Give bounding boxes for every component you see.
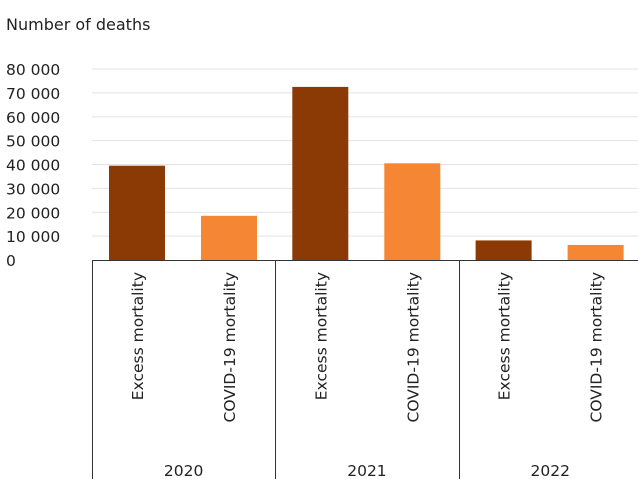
category-label: Excess mortality xyxy=(496,272,514,400)
y-axis-ticks: 0 10 000 20 000 30 000 40 000 50 000 60 000 70 … xyxy=(6,61,60,270)
bar xyxy=(567,244,624,260)
group-label: 2021 xyxy=(347,462,386,479)
group-label: 2020 xyxy=(164,462,203,479)
y-tick-label: 0 xyxy=(6,252,16,270)
bars xyxy=(109,86,624,260)
category-label: Excess mortality xyxy=(312,272,330,400)
category-label: Excess mortality xyxy=(129,272,147,400)
y-tick-label: 50 000 xyxy=(6,133,60,151)
bar xyxy=(201,215,257,260)
bar xyxy=(384,163,441,260)
y-tick-label: 40 000 xyxy=(6,157,60,175)
bar xyxy=(109,165,165,260)
y-tick-label: 60 000 xyxy=(6,109,60,127)
bar xyxy=(475,240,532,260)
bar xyxy=(292,86,349,260)
y-tick-label: 10 000 xyxy=(6,228,60,246)
y-tick-label: 80 000 xyxy=(6,61,60,79)
y-tick-label: 30 000 xyxy=(6,180,60,198)
x-axis: Excess mortality COVID-19 mortality 2020 Ex… xyxy=(92,260,638,479)
category-label: COVID-19 mortality xyxy=(588,272,606,423)
y-axis-title: Number of deaths xyxy=(6,15,150,34)
y-tick-label: 20 000 xyxy=(6,204,60,222)
y-tick-label: 70 000 xyxy=(6,85,60,103)
group-label: 2022 xyxy=(531,462,570,479)
category-label: COVID-19 mortality xyxy=(221,272,239,423)
gridlines xyxy=(92,68,638,237)
category-label: COVID-19 mortality xyxy=(404,272,422,423)
